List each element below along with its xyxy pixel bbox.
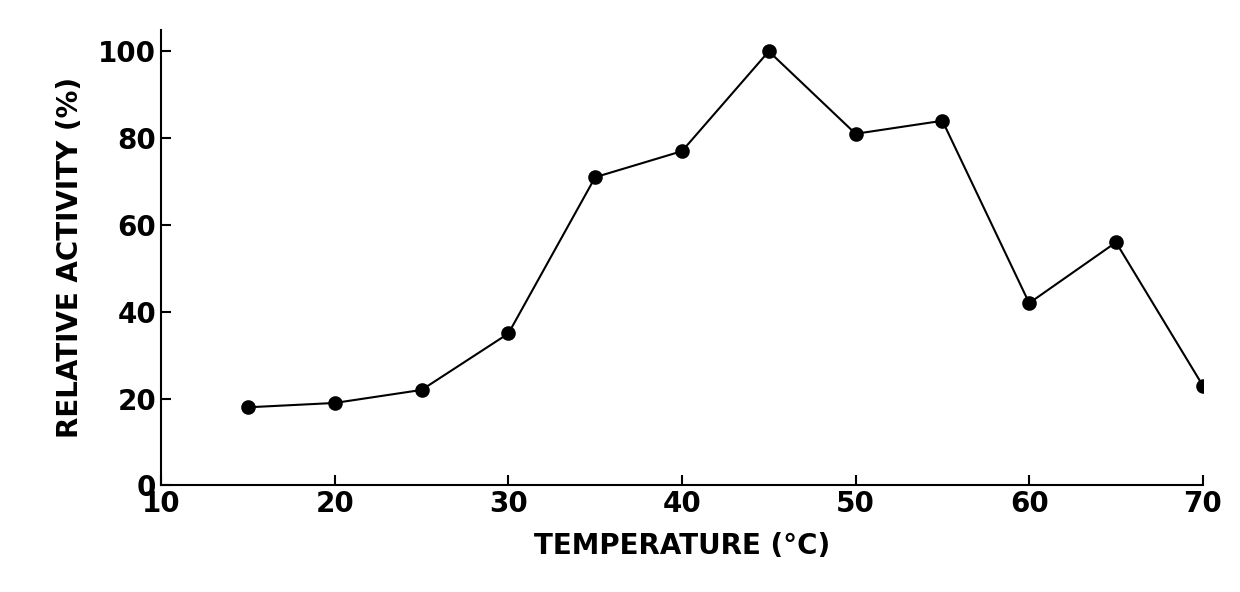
X-axis label: TEMPERATURE (°C): TEMPERATURE (°C) [534,532,830,560]
Y-axis label: RELATIVE ACTIVITY (%): RELATIVE ACTIVITY (%) [57,77,84,438]
